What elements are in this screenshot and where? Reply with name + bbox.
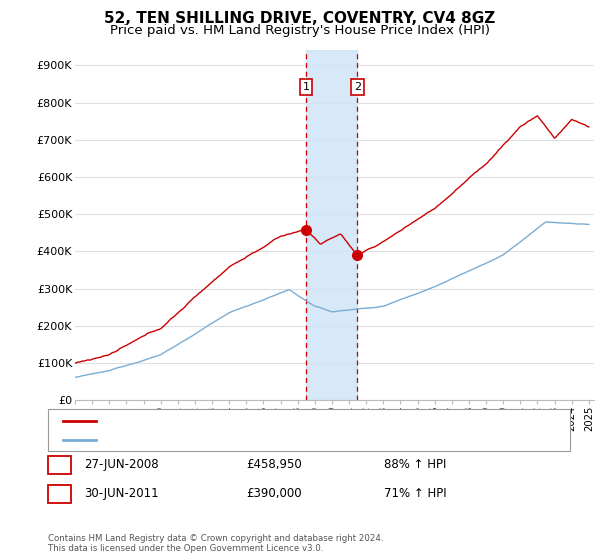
Text: 2: 2	[55, 487, 64, 501]
Text: 30-JUN-2011: 30-JUN-2011	[84, 487, 158, 501]
Bar	[306, 50, 358, 400]
Text: 52, TEN SHILLING DRIVE, COVENTRY, CV4 8GZ (detached house): 52, TEN SHILLING DRIVE, COVENTRY, CV4 8G…	[104, 416, 458, 426]
Text: 27-JUN-2008: 27-JUN-2008	[84, 458, 158, 472]
Text: 88% ↑ HPI: 88% ↑ HPI	[384, 458, 446, 472]
Text: £458,950: £458,950	[246, 458, 302, 472]
Text: £390,000: £390,000	[246, 487, 302, 501]
Text: 1: 1	[302, 82, 310, 92]
Text: Contains HM Land Registry data © Crown copyright and database right 2024.
This d: Contains HM Land Registry data © Crown c…	[48, 534, 383, 553]
Text: 71% ↑ HPI: 71% ↑ HPI	[384, 487, 446, 501]
Text: 2: 2	[354, 82, 361, 92]
Text: Price paid vs. HM Land Registry's House Price Index (HPI): Price paid vs. HM Land Registry's House …	[110, 24, 490, 36]
Text: 1: 1	[55, 458, 64, 472]
Text: HPI: Average price, detached house, Coventry: HPI: Average price, detached house, Cove…	[104, 435, 356, 445]
Text: 52, TEN SHILLING DRIVE, COVENTRY, CV4 8GZ: 52, TEN SHILLING DRIVE, COVENTRY, CV4 8G…	[104, 11, 496, 26]
